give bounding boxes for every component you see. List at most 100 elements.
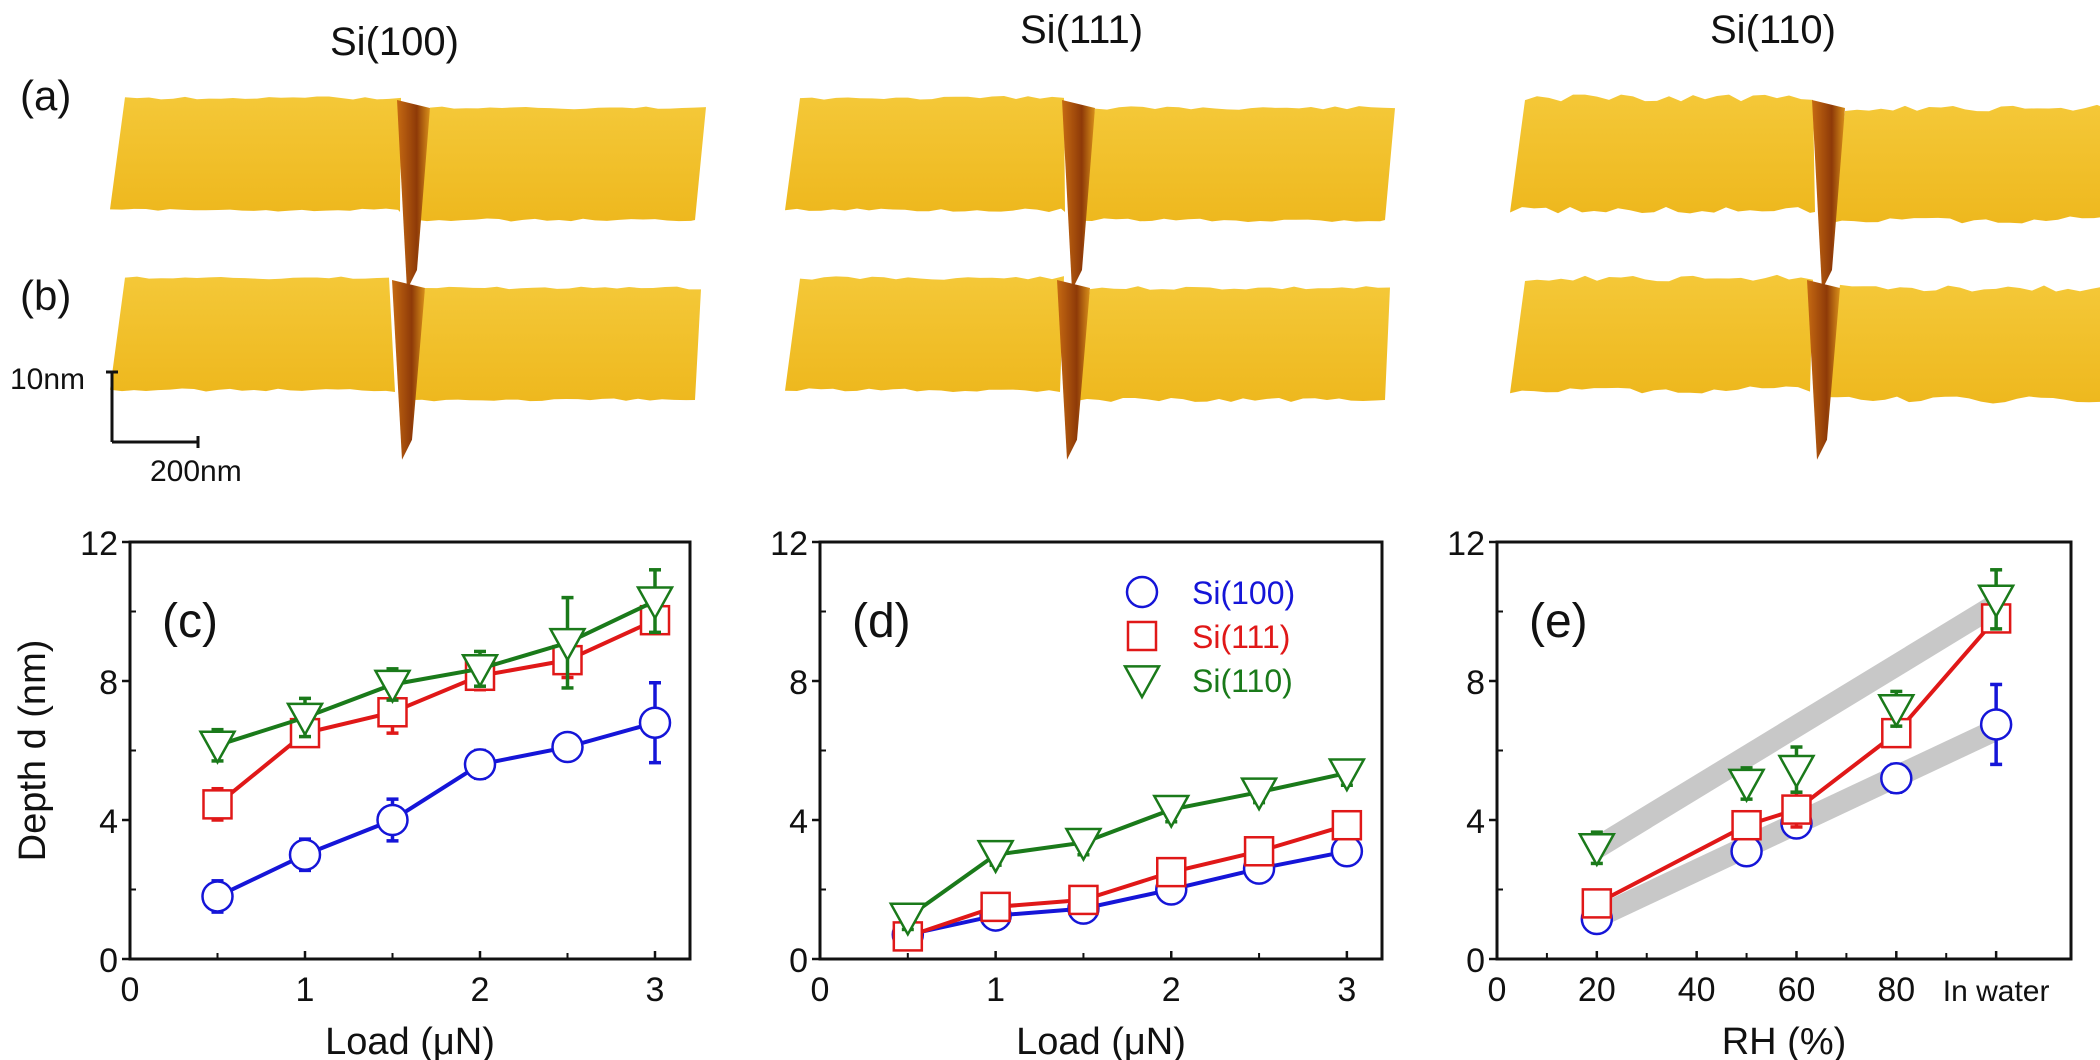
x-axis-label: Load (μN) [1016,1021,1186,1060]
afm-surface [110,96,401,212]
series-Si110 [198,568,675,765]
afm-surface [1510,274,1813,394]
panel-label: (d) [852,595,911,648]
data-point [1731,809,1762,841]
data-point [635,586,675,621]
data-point [1239,777,1279,812]
afm-images [110,94,2100,460]
data-point [373,669,412,705]
y-axis-label: Depth d (nm) [12,640,54,862]
x-tick-label: 80 [1877,971,1915,1009]
x-tick-label: 20 [1578,971,1616,1009]
afm-surface [785,96,1065,212]
data-point [201,880,234,913]
legend-marker [1126,620,1158,652]
y-tick-label: 0 [99,942,118,980]
legend-entry: Si(100) [1125,575,1295,611]
data-point [1064,827,1103,863]
series-Si110 [1577,568,2016,868]
afm-surface [410,286,701,402]
legend-label: Si(100) [1192,575,1295,611]
scale-bar-vertical-label: 10nm [10,363,86,396]
afm-scratch-groove [392,280,425,460]
data-point [888,902,927,937]
afm-surface [1830,104,2100,224]
afm-scratch-groove [1812,100,1845,290]
scale-bar [106,370,200,448]
afm-surface [110,276,395,392]
data-point [980,891,1011,923]
afm-surface [1075,286,1390,402]
y-tick-label: 8 [1466,664,1485,702]
legend-entry: Si(111) [1126,619,1290,655]
afm-surface [1080,106,1395,222]
y-tick-label: 8 [789,664,808,702]
x-axis-label: Load (μN) [325,1021,495,1060]
x-tick-label: 0 [811,971,830,1009]
data-point [551,730,584,764]
scale-bar-horizontal-label: 200nm [150,455,242,488]
panel-label-b: (b) [20,272,72,319]
data-point [460,653,500,689]
data-point [1777,754,1816,790]
data-point [1330,835,1364,868]
data-point [1243,836,1275,867]
data-point [285,702,325,738]
trend-band [1591,595,2002,858]
series-Si111 [892,809,1363,952]
panel-label: (e) [1529,595,1588,648]
y-tick-label: 0 [1466,942,1485,980]
data-point [1979,708,2013,741]
column-title-si111: Si(111) [1020,8,1144,52]
data-point [1577,832,1616,868]
column-title-si110: Si(110) [1710,8,1836,52]
data-point [1877,693,1916,729]
x-tick-label: 3 [646,971,665,1009]
data-point [1781,794,1812,825]
data-point [1581,888,1613,919]
data-point [376,803,409,837]
x-tick-label: 0 [1488,971,1507,1009]
x-tick-label: 3 [1337,971,1356,1009]
x-tick-label: 2 [471,971,490,1009]
data-point [288,838,322,871]
data-point [1156,856,1187,888]
afm-scratch-groove [1057,280,1090,460]
x-tick-label: 2 [1162,971,1181,1009]
y-tick-label: 4 [99,803,118,841]
data-point [1730,835,1763,868]
y-tick-label: 4 [1466,803,1485,841]
data-point [1152,794,1191,830]
panel-label-a: (a) [20,72,72,119]
y-tick-label: 0 [789,942,808,980]
x-tick-label: In water [1943,975,2050,1008]
column-title-si100: Si(100) [330,20,459,64]
data-point [1880,762,1913,795]
series-line [216,618,656,806]
legend-label: Si(111) [1192,619,1290,655]
series-Si100 [201,680,672,914]
x-tick-label: 60 [1778,971,1816,1009]
data-point [1327,758,1366,793]
x-tick-label: 40 [1678,971,1716,1009]
y-tick-label: 4 [789,803,808,841]
legend-entry: Si(110) [1122,663,1293,700]
x-tick-label: 0 [121,971,140,1009]
afm-scratch-groove [1807,280,1840,460]
y-tick-label: 12 [1447,525,1485,563]
data-point [1977,584,2016,619]
data-point [1068,884,1099,916]
legend-marker [1122,665,1162,700]
afm-scratch-groove [1062,100,1095,290]
series-line [907,849,1348,937]
data-point [1331,809,1363,841]
data-point [1727,768,1766,804]
chart-e: 0 4 8 12 0 20 40 60 80 In water RH (%) (e) [1447,525,2073,1060]
legend-marker [1125,575,1159,609]
data-point [548,627,587,663]
series-line [906,771,1348,919]
afm-surface [415,106,706,222]
afm-surface [1825,284,2100,404]
